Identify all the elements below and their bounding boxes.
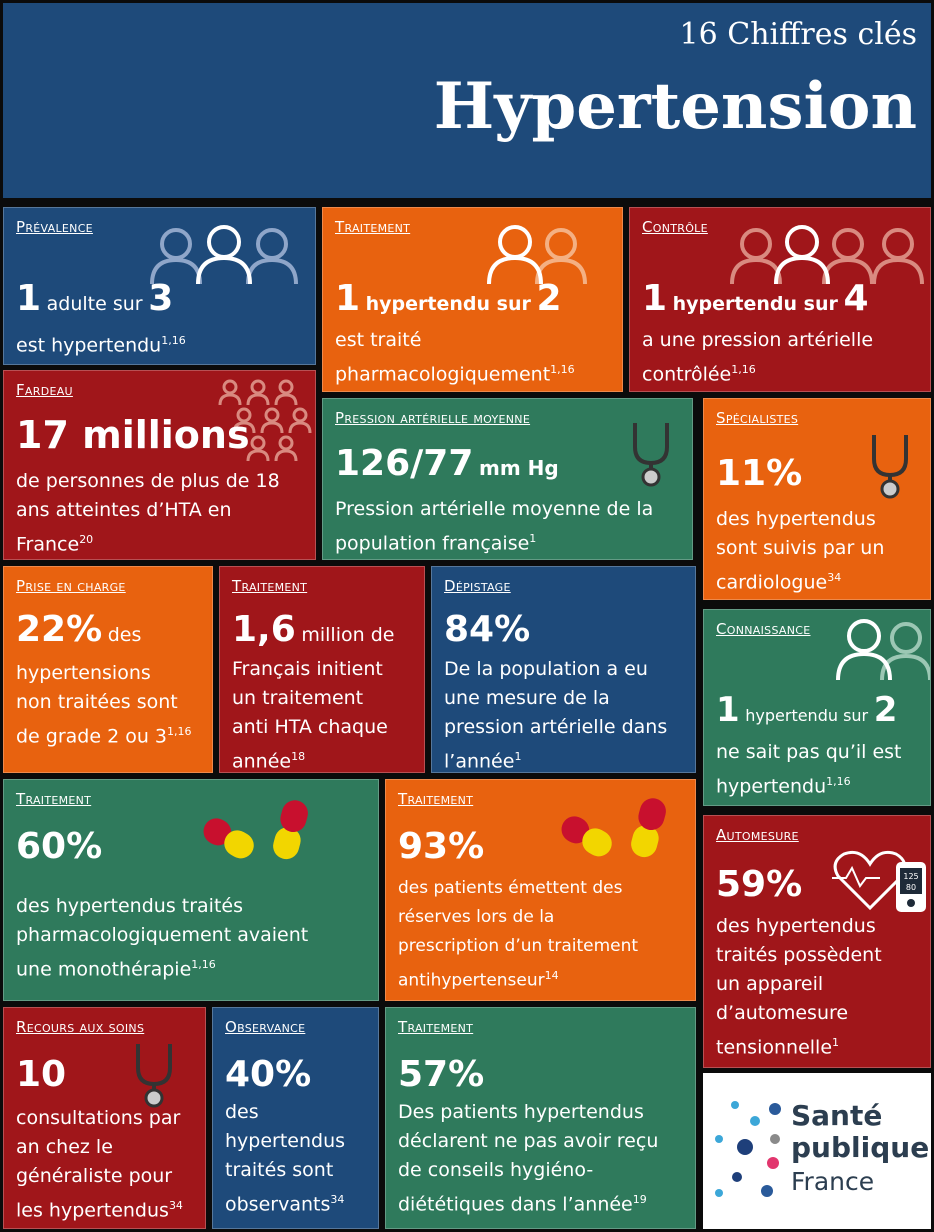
category-label: Traitement	[398, 1018, 474, 1036]
category-label: Prévalence	[16, 218, 93, 236]
device-bottom-reading: 80	[906, 883, 916, 892]
category-label: Traitement	[398, 790, 474, 808]
stat-mid: hypertendu sur	[672, 293, 838, 315]
stethoscope-icon	[633, 423, 669, 487]
stat-text: est traité pharmacologiquement1,16	[335, 329, 575, 386]
tile-recours: Recours aux soins 10 consultations par an…	[3, 1007, 206, 1229]
stat-number: 1	[16, 278, 42, 319]
people-icon	[730, 225, 924, 285]
heart-monitor-icon: 125 80	[832, 850, 926, 912]
people-icon	[487, 225, 587, 285]
category-label: Automesure	[716, 826, 799, 844]
logo-line-2: publique	[791, 1131, 930, 1164]
stat-text: Pression artérielle moyenne de la populat…	[335, 498, 654, 555]
stat-number: 11%	[716, 453, 803, 494]
stat-number: 17 millions	[16, 413, 250, 457]
header-banner: 16 Chiffres clés Hypertension	[3, 3, 931, 198]
stat-number: 93%	[398, 826, 485, 867]
tile-connaissance: Connaissance 1 hypertendu sur 2 ne sait …	[703, 609, 931, 806]
sante-publique-logo: Santé publique France	[703, 1073, 931, 1229]
stat-number-2: 2	[873, 690, 898, 730]
tile-traitement-2: Traitement 1,6 million de Français initi…	[219, 566, 425, 773]
pills-icon	[561, 798, 666, 858]
stat-text: a une pression artérielle contrôlée1,16	[642, 329, 874, 386]
category-label: Connaissance	[716, 620, 811, 638]
stat-number: 22%	[16, 609, 103, 650]
device-top-reading: 125	[903, 872, 918, 881]
logo-line-3: France	[791, 1167, 875, 1196]
stat-number: 60%	[16, 826, 103, 867]
category-label: Recours aux soins	[16, 1018, 145, 1036]
stat-text: des hypertendus traités possèdent un appar…	[716, 915, 882, 1059]
category-label: Traitement	[16, 790, 92, 808]
category-label: Pression artérielle moyenne	[335, 409, 531, 427]
stat-number: 1	[716, 690, 740, 730]
tile-prevalence: Prévalence 1 adulte sur 3 est hypertendu…	[3, 207, 316, 365]
logo-line-1: Santé	[791, 1099, 883, 1132]
tile-traitement-5: Traitement 57% Des patients hypertendus d…	[385, 1007, 696, 1229]
stat-number-2: 3	[148, 278, 174, 319]
tile-controle: Contrôle 1 hypertendu sur 4 a une pressi…	[629, 207, 931, 392]
stat-text: des hypertendus traités pharmacologiqueme…	[16, 895, 309, 981]
stat-number: 59%	[716, 864, 803, 905]
stat-mid: hypertendu sur	[745, 706, 869, 725]
stethoscope-icon	[872, 435, 908, 499]
tile-specialistes: Spécialistes 11% des hypertendus sont sui…	[703, 398, 931, 600]
stat-text: Français initient un traitement anti HTA c…	[232, 658, 388, 773]
stat-text: consultations par an chez le généraliste p…	[16, 1107, 183, 1222]
stat-text: est hypertendu1,16	[16, 334, 186, 357]
pills-icon	[203, 800, 308, 860]
stat-mid: adulte sur	[46, 293, 143, 315]
stat-number: 84%	[444, 609, 531, 650]
stat-number: 1	[642, 278, 668, 319]
people-icon	[150, 225, 298, 285]
stat-number: 10	[16, 1054, 67, 1095]
tile-traitement-4: Traitement 93% des patients émettent des…	[385, 779, 696, 1001]
stat-unit: mm Hg	[478, 456, 559, 480]
category-label: Prise en charge	[16, 577, 126, 595]
tile-traitement-1: Traitement 1 hypertendu sur 2 est traité…	[322, 207, 623, 392]
stat-number: 40%	[225, 1054, 312, 1095]
stat-number-2: 2	[536, 278, 562, 319]
stat-text: des hypertendus sont suivis par un cardiol…	[716, 508, 885, 594]
people-icon	[836, 619, 930, 681]
stethoscope-icon	[136, 1044, 172, 1108]
logo-dots-icon	[715, 1101, 781, 1197]
tile-traitement-3: Traitement 60% des hypertendus traités ph…	[3, 779, 379, 1001]
category-label: Traitement	[335, 218, 411, 236]
stat-text: des patients émettent des réserves lors d…	[398, 878, 639, 991]
tile-pression: Pression artérielle moyenne 126/77 mm Hg…	[322, 398, 693, 560]
stat-after: des	[107, 624, 142, 646]
crowd-icon	[218, 379, 312, 462]
stat-number: 1,6	[232, 609, 296, 650]
stat-number-2: 4	[843, 278, 869, 319]
tile-fardeau: Fardeau 17 millions de personnes de plus…	[3, 370, 316, 560]
stat-after: million de	[301, 624, 395, 646]
tile-prise-en-charge: Prise en charge 22% des hypertensions non…	[3, 566, 213, 773]
category-label: Contrôle	[642, 218, 708, 236]
stat-mid: hypertendu sur	[365, 293, 531, 315]
header-subtitle: 16 Chiffres clés	[679, 17, 917, 52]
stat-text: Des patients hypertendus déclarent ne pas…	[398, 1101, 659, 1216]
stat-text: des hypertendus traités sont observants34	[225, 1101, 346, 1216]
stat-number: 126/77	[335, 443, 474, 484]
stat-text: De la population a eu une mesure de la pre…	[444, 658, 668, 773]
category-label: Observance	[225, 1018, 306, 1036]
category-label: Spécialistes	[716, 409, 799, 427]
tile-observance: Observance 40% des hypertendus traités son…	[212, 1007, 379, 1229]
stat-text: hypertensions non traitées sont de grade 2…	[16, 662, 192, 748]
stat-number: 1	[335, 278, 361, 319]
header-title: Hypertension	[433, 69, 917, 144]
category-label: Traitement	[232, 577, 308, 595]
stat-number: 57%	[398, 1054, 485, 1095]
category-label: Fardeau	[16, 381, 73, 399]
tile-depistage: Dépistage 84% De la population a eu une m…	[431, 566, 696, 773]
tile-automesure: Automesure 125 80 59% des hypertendus tra…	[703, 815, 931, 1068]
category-label: Dépistage	[444, 577, 511, 595]
stat-text: ne sait pas qu’il est hypertendu1,16	[716, 741, 902, 798]
stat-text: de personnes de plus de 18 ans atteintes …	[16, 470, 280, 556]
